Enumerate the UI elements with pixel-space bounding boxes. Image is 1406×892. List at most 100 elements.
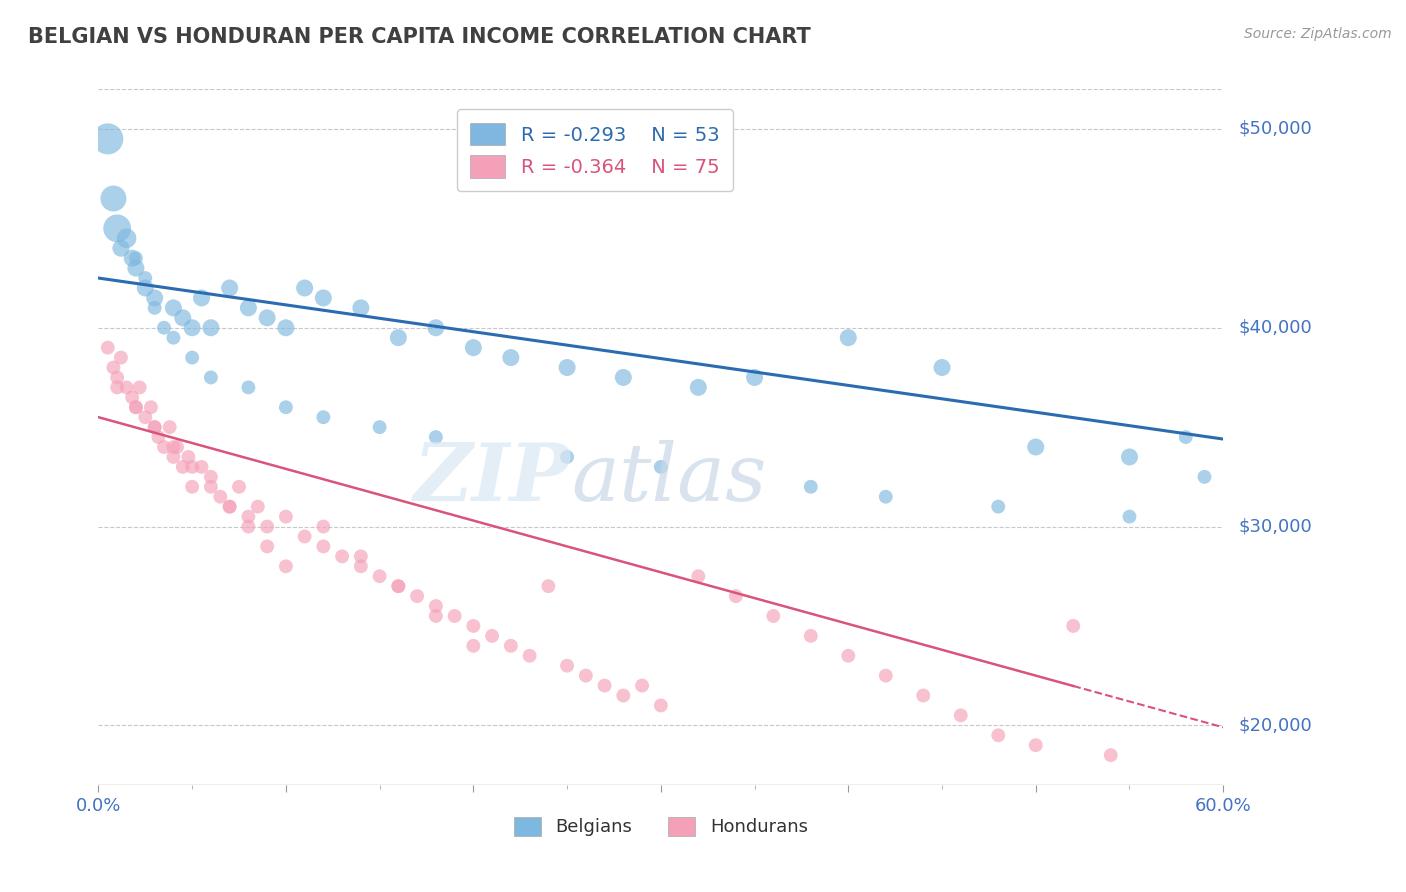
Point [555,450,578,464]
Point [1194,470,1216,484]
Point [103,192,125,206]
Point [177,450,200,464]
Point [350,301,373,315]
Point [238,509,260,524]
Point [800,480,823,494]
Point [274,320,297,334]
Point [181,320,204,334]
Point [181,480,204,494]
Point [575,668,598,682]
Point [463,341,485,355]
Point [200,370,222,384]
Point [1025,738,1047,752]
Point [387,579,409,593]
Point [162,331,184,345]
Point [762,609,785,624]
Point [153,440,176,454]
Point [463,639,485,653]
Point [294,529,316,543]
Point [228,480,250,494]
Point [368,569,391,583]
Point [1025,440,1047,454]
Point [238,380,260,394]
Point [537,579,560,593]
Point [425,320,447,334]
Point [406,589,429,603]
Point [162,440,184,454]
Point [312,519,335,533]
Point [238,519,260,533]
Point [274,401,297,415]
Point [294,281,316,295]
Point [110,241,132,255]
Point [105,380,128,394]
Point [143,420,166,434]
Point [200,320,222,334]
Point [987,500,1010,514]
Point [238,301,260,315]
Point [1099,748,1122,763]
Point [330,549,353,564]
Point [218,500,240,514]
Point [650,459,672,474]
Point [134,271,156,285]
Point [555,658,578,673]
Point [134,281,156,295]
Point [110,351,132,365]
Point [181,459,204,474]
Point [134,410,156,425]
Point [256,540,278,554]
Point [274,559,297,574]
Point [387,579,409,593]
Point [143,291,166,305]
Point [153,320,176,334]
Point [1118,450,1140,464]
Point [312,291,335,305]
Point [481,629,503,643]
Point [125,401,148,415]
Point [121,251,143,265]
Point [97,341,120,355]
Point [125,261,148,276]
Point [1174,430,1197,444]
Point [837,648,859,663]
Point [246,500,269,514]
Point [744,370,766,384]
Point [650,698,672,713]
Text: ZIP: ZIP [413,440,571,517]
Point [143,420,166,434]
Point [931,360,953,375]
Point [139,401,162,415]
Point [519,648,541,663]
Point [256,310,278,325]
Point [115,380,138,394]
Point [688,569,710,583]
Point [200,480,222,494]
Point [125,401,148,415]
Point [800,629,823,643]
Point [103,360,125,375]
Legend: Belgians, Hondurans: Belgians, Hondurans [505,808,817,846]
Point [443,609,465,624]
Point [987,728,1010,742]
Point [148,430,170,444]
Point [350,559,373,574]
Point [724,589,747,603]
Point [209,490,232,504]
Point [555,360,578,375]
Text: $30,000: $30,000 [1239,517,1312,535]
Point [312,410,335,425]
Point [115,231,138,245]
Point [499,639,522,653]
Text: BELGIAN VS HONDURAN PER CAPITA INCOME CORRELATION CHART: BELGIAN VS HONDURAN PER CAPITA INCOME CO… [28,27,811,46]
Text: $20,000: $20,000 [1239,716,1312,734]
Point [128,380,150,394]
Point [612,689,634,703]
Point [218,281,240,295]
Point [274,509,297,524]
Point [105,221,128,235]
Point [181,351,204,365]
Point [631,679,654,693]
Text: Source: ZipAtlas.com: Source: ZipAtlas.com [1244,27,1392,41]
Point [256,519,278,533]
